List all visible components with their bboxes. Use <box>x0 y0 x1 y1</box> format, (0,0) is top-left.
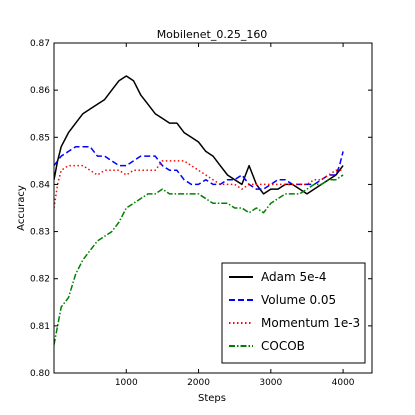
legend: Adam 5e-4 Volume 0.05 Momentum 1e-3 COCOB <box>221 262 366 364</box>
series-layer <box>54 75 344 345</box>
plot-frame <box>53 42 373 374</box>
series-line-0 <box>54 75 344 195</box>
y-tick-label: 0.86 <box>30 86 50 96</box>
x-tick-label: 1000 <box>115 378 138 388</box>
chart-title: Mobilenet_0.25_160 <box>157 28 268 41</box>
y-tick-label: 0.82 <box>30 275 50 285</box>
x-tick-label: 3000 <box>259 378 282 388</box>
series-line-1 <box>54 145 344 190</box>
y-tick-label: 0.84 <box>30 180 50 190</box>
series-line-2 <box>54 160 344 209</box>
legend-label-1: Volume 0.05 <box>261 293 336 307</box>
legend-label-2: Momentum 1e-3 <box>261 316 360 330</box>
y-tick-label: 0.85 <box>30 133 50 143</box>
x-tick-label: 4000 <box>332 378 355 388</box>
legend-label-0: Adam 5e-4 <box>261 270 326 284</box>
x-axis: 1000 2000 3000 4000 <box>115 43 355 388</box>
y-tick-label: 0.81 <box>30 322 50 332</box>
y-tick-label: 0.83 <box>30 228 50 238</box>
y-tick-label: 0.87 <box>30 39 50 49</box>
x-tick-label: 2000 <box>187 378 210 388</box>
series-line-3 <box>54 174 344 345</box>
y-axis: 0.80 0.81 0.82 0.83 0.84 0.85 0.86 0.87 <box>30 39 372 379</box>
x-axis-label: Steps <box>198 393 226 404</box>
legend-label-3: COCOB <box>261 339 305 353</box>
y-axis-label: Accuracy <box>16 185 27 231</box>
y-tick-label: 0.80 <box>30 369 50 379</box>
